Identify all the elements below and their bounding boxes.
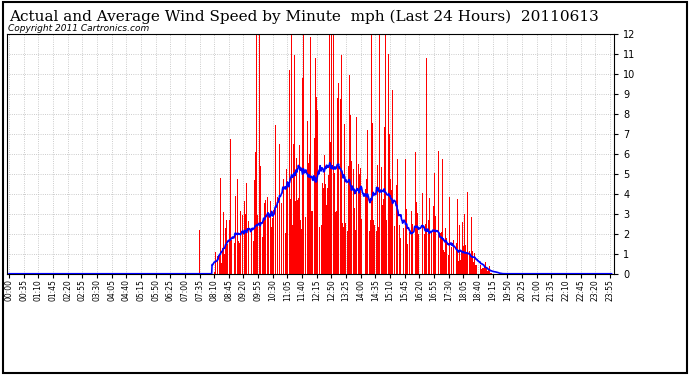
Text: Copyright 2011 Cartronics.com: Copyright 2011 Cartronics.com bbox=[8, 24, 149, 33]
Text: Actual and Average Wind Speed by Minute  mph (Last 24 Hours)  20110613: Actual and Average Wind Speed by Minute … bbox=[9, 10, 598, 24]
